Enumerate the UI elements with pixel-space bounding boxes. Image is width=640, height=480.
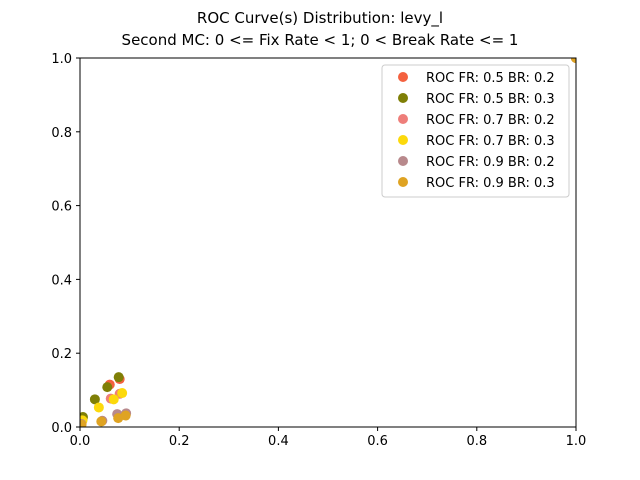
legend-label: ROC FR: 0.9 BR: 0.2: [426, 155, 555, 170]
plot-area: [80, 58, 576, 427]
y-tick-label: 0.0: [51, 421, 72, 436]
chart-title: ROC Curve(s) Distribution: levy_l: [197, 9, 443, 28]
data-point-s5-p2: [96, 416, 107, 427]
axes: 0.0 0.2 0.4 0.6 0.8 1.0 0.0 0.2 0.4 0.6 0.8 1.0: [51, 52, 586, 449]
legend-marker: [398, 72, 408, 82]
y-tick-label: 0.8: [51, 126, 72, 141]
chart-subtitle: Second MC: 0 <= Fix Rate < 1; 0 < Break …: [122, 31, 519, 49]
legend-marker: [398, 93, 408, 103]
data-point-s1-p4: [113, 372, 124, 383]
legend-label: ROC FR: 0.9 BR: 0.3: [426, 176, 555, 191]
data-point-s3-p4: [117, 388, 128, 399]
data-point-s3-p3: [108, 394, 119, 405]
legend-label: ROC FR: 0.5 BR: 0.3: [426, 92, 555, 107]
legend-label: ROC FR: 0.7 BR: 0.2: [426, 113, 555, 128]
x-tick-label: 1.0: [566, 434, 587, 449]
y-tick-label: 1.0: [51, 52, 72, 67]
data-point-s1-p3: [102, 382, 113, 393]
data-point-s5-p4: [120, 410, 131, 421]
data-point-s5-p5: [571, 58, 576, 63]
y-tick-label: 0.4: [51, 273, 72, 288]
x-tick-label: 0.2: [169, 434, 190, 449]
data-point-s1-p2: [89, 394, 100, 405]
x-tick-label: 0.6: [367, 434, 388, 449]
data-points: [80, 58, 576, 427]
legend-marker: [398, 177, 408, 187]
legend-label: ROC FR: 0.5 BR: 0.2: [426, 71, 555, 86]
legend-box: [381, 64, 570, 198]
data-point-s5-p1: [80, 419, 87, 427]
legend-marker: [398, 114, 408, 124]
x-tick-label: 0.0: [70, 434, 91, 449]
legend-marker: [398, 135, 408, 145]
legend: ROC FR: 0.5 BR: 0.2 ROC FR: 0.5 BR: 0.3 RO…: [381, 64, 570, 198]
y-tick-label: 0.2: [51, 347, 72, 362]
legend-marker: [398, 156, 408, 166]
legend-label: ROC FR: 0.7 BR: 0.3: [426, 134, 555, 149]
data-point-s3-p2: [93, 402, 104, 413]
y-tick-label: 0.6: [51, 200, 72, 215]
axes-frame: [79, 57, 577, 428]
x-tick-label: 0.4: [268, 434, 289, 449]
x-tick-label: 0.8: [466, 434, 487, 449]
